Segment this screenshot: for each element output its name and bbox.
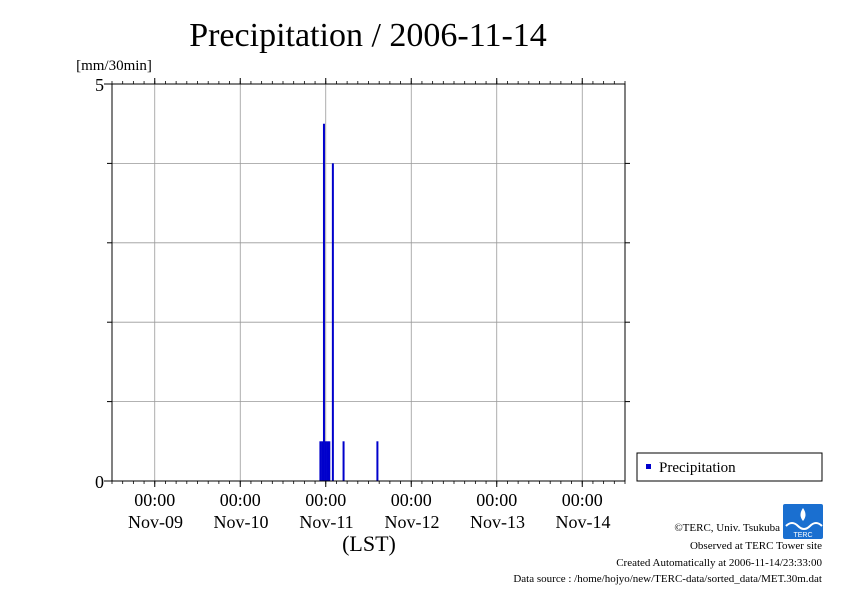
x-tick-date-label: Nov-12 [385, 512, 440, 532]
x-tick-time-label: 00:00 [305, 490, 346, 510]
axis-tick-marks [104, 78, 630, 487]
grid-lines [112, 84, 625, 481]
x-tick-time-label: 00:00 [134, 490, 175, 510]
x-tick-labels: 00:00Nov-0900:00Nov-1000:00Nov-1100:00No… [128, 490, 611, 532]
logo-background [783, 504, 823, 539]
legend-label-precipitation: Precipitation [659, 460, 736, 476]
x-tick-date-label: Nov-13 [470, 512, 525, 532]
y-tick-label-top: 5 [95, 75, 104, 95]
logo-drop-icon [800, 508, 806, 521]
logo-text: TERC [793, 532, 812, 539]
x-tick-time-label: 00:00 [562, 490, 603, 510]
plot-frame [111, 83, 626, 482]
x-axis-label: (LST) [342, 531, 396, 556]
legend-swatch [646, 464, 651, 469]
x-tick-time-label: 00:00 [391, 490, 432, 510]
x-tick-time-label: 00:00 [220, 490, 261, 510]
x-tick-date-label: Nov-10 [214, 512, 269, 532]
x-tick-date-label: Nov-14 [556, 512, 611, 532]
x-tick-time-label: 00:00 [476, 490, 517, 510]
legend-box [636, 452, 823, 482]
x-tick-date-label: Nov-09 [128, 512, 183, 532]
terc-logo: TERC [783, 504, 823, 539]
footer-source: Data source : /home/hojyo/new/TERC-data/… [513, 573, 822, 585]
y-axis-unit-label: [mm/30min] [76, 58, 152, 74]
logo-wave-icon [785, 522, 823, 530]
precipitation-bars [319, 123, 379, 481]
chart-title: Precipitation / 2006-11-14 [189, 17, 547, 54]
footer-copyright: ©TERC, Univ. Tsukuba [674, 522, 780, 534]
legend: Precipitation [636, 452, 823, 482]
x-tick-date-label: Nov-11 [299, 512, 353, 532]
footer-observed: Observed at TERC Tower site [690, 540, 822, 552]
footer-created: Created Automatically at 2006-11-14/23:3… [616, 557, 822, 569]
y-tick-label-bottom: 0 [95, 472, 104, 492]
